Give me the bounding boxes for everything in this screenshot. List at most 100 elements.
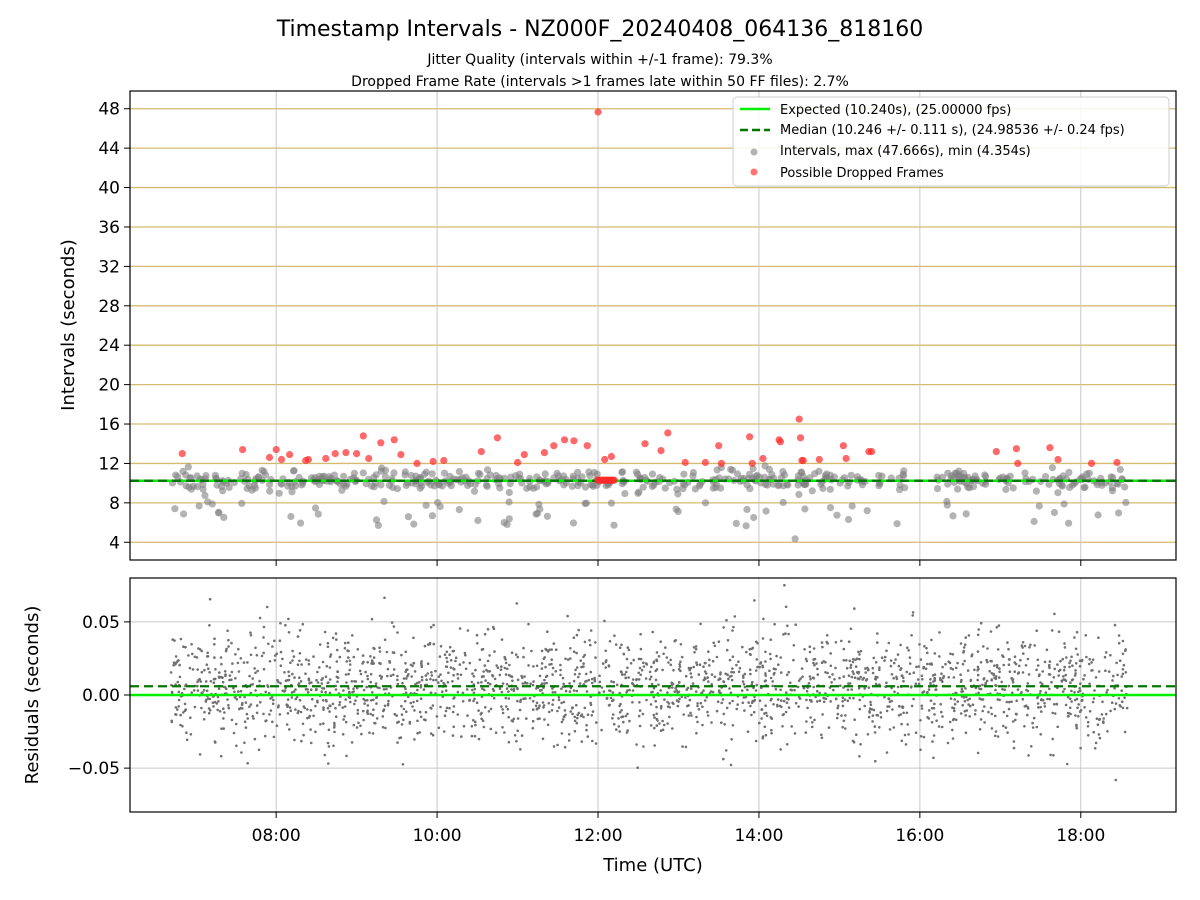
residual-point — [930, 662, 933, 665]
residual-point — [678, 681, 681, 684]
residual-point — [738, 666, 742, 670]
residual-point — [170, 691, 174, 694]
residual-point — [792, 644, 796, 647]
residual-point — [678, 665, 682, 668]
residual-point — [914, 731, 918, 734]
residual-point — [222, 727, 225, 730]
residual-point — [1113, 707, 1117, 711]
residual-point — [735, 663, 738, 667]
residual-point — [754, 689, 758, 692]
residual-point — [545, 681, 548, 685]
residual-point — [922, 735, 926, 739]
interval-point — [794, 481, 802, 489]
residual-point — [420, 675, 424, 679]
residual-point — [841, 700, 844, 703]
residual-point — [1088, 657, 1091, 661]
residual-point — [953, 709, 956, 713]
residual-point — [1050, 629, 1054, 632]
residual-point — [601, 662, 605, 665]
residual-point — [428, 642, 432, 646]
residual-point — [531, 719, 535, 723]
residual-point — [853, 718, 856, 721]
interval-point — [1042, 473, 1050, 481]
residual-point — [314, 730, 317, 734]
residual-point — [959, 642, 963, 645]
residual-point — [921, 678, 924, 681]
residual-point — [659, 706, 663, 710]
residual-point — [787, 706, 791, 709]
residual-point — [1007, 700, 1011, 704]
residual-point — [697, 673, 701, 676]
residual-point — [336, 670, 339, 673]
dropped-frame-point — [359, 432, 367, 440]
residual-point — [792, 658, 795, 662]
residual-point — [973, 668, 976, 672]
interval-point — [238, 469, 246, 477]
residual-point — [850, 675, 854, 679]
interval-point — [505, 488, 513, 497]
residual-point — [418, 710, 422, 714]
residual-point — [917, 682, 921, 686]
residual-point — [585, 728, 588, 732]
residual-point — [804, 657, 808, 661]
residual-point — [701, 705, 704, 708]
residual-point — [741, 680, 745, 683]
residual-point — [426, 672, 430, 675]
residual-point — [611, 691, 615, 694]
interval-point — [340, 480, 348, 488]
residual-point — [655, 651, 659, 654]
residual-point — [1043, 660, 1047, 664]
residual-point — [475, 701, 479, 704]
residual-point — [1045, 648, 1049, 652]
residual-point — [593, 676, 596, 680]
residual-point — [1036, 702, 1040, 705]
residual-point — [378, 661, 381, 665]
residual-point — [402, 677, 406, 680]
residual-point — [650, 665, 653, 669]
interval-point — [607, 499, 616, 507]
residual-point — [919, 719, 922, 722]
residual-point — [501, 711, 505, 715]
interval-point — [581, 483, 590, 491]
residual-point — [746, 730, 750, 733]
residual-point — [995, 663, 999, 667]
residual-point — [899, 643, 902, 647]
residual-point — [352, 723, 356, 727]
residual-point — [220, 662, 223, 666]
residual-point — [354, 699, 357, 702]
residual-point — [824, 661, 827, 664]
residual-point — [179, 713, 182, 717]
residual-point — [930, 721, 934, 724]
dropped-frame-point — [322, 454, 330, 463]
residual-point — [915, 665, 918, 669]
residual-point — [1074, 672, 1077, 675]
residual-point — [476, 642, 479, 645]
interval-point — [416, 473, 424, 482]
residual-point — [207, 707, 211, 710]
residual-point — [1097, 733, 1101, 736]
residual-point — [212, 681, 216, 684]
residual-point — [200, 691, 203, 695]
residual-point — [615, 728, 618, 731]
residual-point — [748, 668, 752, 671]
residual-point — [809, 677, 812, 681]
residual-point — [769, 638, 773, 641]
residual-point — [1019, 658, 1022, 662]
residual-point — [437, 726, 441, 730]
residual-point — [1023, 705, 1027, 708]
residual-point — [538, 674, 542, 678]
residual-point — [924, 667, 928, 670]
residual-point — [348, 690, 351, 694]
residual-point — [271, 645, 274, 648]
residual-point — [341, 733, 345, 736]
residual-point — [667, 661, 670, 664]
residual-point — [994, 714, 997, 718]
interval-point — [204, 498, 212, 506]
residual-point — [816, 673, 820, 676]
residual-point — [813, 663, 816, 667]
residual-point — [781, 725, 784, 728]
residual-point — [779, 656, 782, 659]
residual-point — [852, 657, 855, 661]
residual-point — [768, 669, 771, 673]
residual-point — [715, 655, 719, 659]
